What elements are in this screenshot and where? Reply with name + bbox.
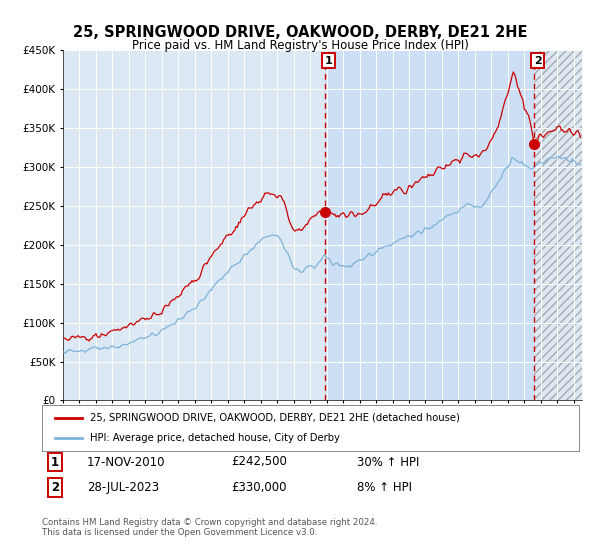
Text: HPI: Average price, detached house, City of Derby: HPI: Average price, detached house, City…	[91, 433, 340, 443]
Text: 28-JUL-2023: 28-JUL-2023	[87, 480, 159, 494]
Text: £330,000: £330,000	[231, 480, 287, 494]
Text: 25, SPRINGWOOD DRIVE, OAKWOOD, DERBY, DE21 2HE: 25, SPRINGWOOD DRIVE, OAKWOOD, DERBY, DE…	[73, 25, 527, 40]
Bar	[534, 50, 582, 400]
Bar	[325, 50, 534, 400]
Text: £242,500: £242,500	[231, 455, 287, 469]
Text: 1: 1	[51, 455, 59, 469]
Bar	[534, 50, 582, 400]
Text: 30% ↑ HPI: 30% ↑ HPI	[357, 455, 419, 469]
Text: 17-NOV-2010: 17-NOV-2010	[87, 455, 166, 469]
Text: 2: 2	[51, 480, 59, 494]
Text: 25, SPRINGWOOD DRIVE, OAKWOOD, DERBY, DE21 2HE (detached house): 25, SPRINGWOOD DRIVE, OAKWOOD, DERBY, DE…	[91, 413, 460, 423]
Text: 1: 1	[325, 55, 332, 66]
Text: Price paid vs. HM Land Registry's House Price Index (HPI): Price paid vs. HM Land Registry's House …	[131, 39, 469, 52]
Text: 2: 2	[534, 55, 542, 66]
Text: 8% ↑ HPI: 8% ↑ HPI	[357, 480, 412, 494]
Text: Contains HM Land Registry data © Crown copyright and database right 2024.
This d: Contains HM Land Registry data © Crown c…	[42, 518, 377, 538]
